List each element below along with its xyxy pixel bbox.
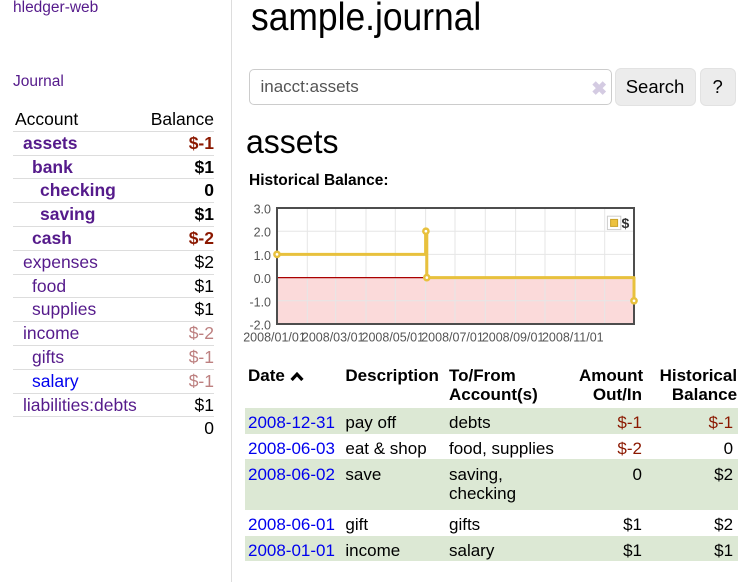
svg-text:3.0: 3.0 — [254, 203, 271, 217]
svg-text:2008/03/01: 2008/03/01 — [302, 331, 365, 345]
svg-text:2008/11/01: 2008/11/01 — [542, 331, 604, 345]
svg-text:-2.0: -2.0 — [249, 319, 271, 333]
svg-text:$: $ — [622, 215, 630, 231]
svg-text:1.0: 1.0 — [254, 249, 271, 263]
svg-text:2008/01/01: 2008/01/01 — [243, 331, 306, 345]
svg-text:-1.0: -1.0 — [249, 295, 271, 309]
svg-text:2008/07/01: 2008/07/01 — [421, 331, 484, 345]
svg-text:2.0: 2.0 — [254, 226, 271, 240]
svg-text:2008/05/01: 2008/05/01 — [362, 331, 425, 345]
svg-text:2008/09/01: 2008/09/01 — [482, 331, 545, 345]
svg-text:0.0: 0.0 — [254, 272, 271, 286]
